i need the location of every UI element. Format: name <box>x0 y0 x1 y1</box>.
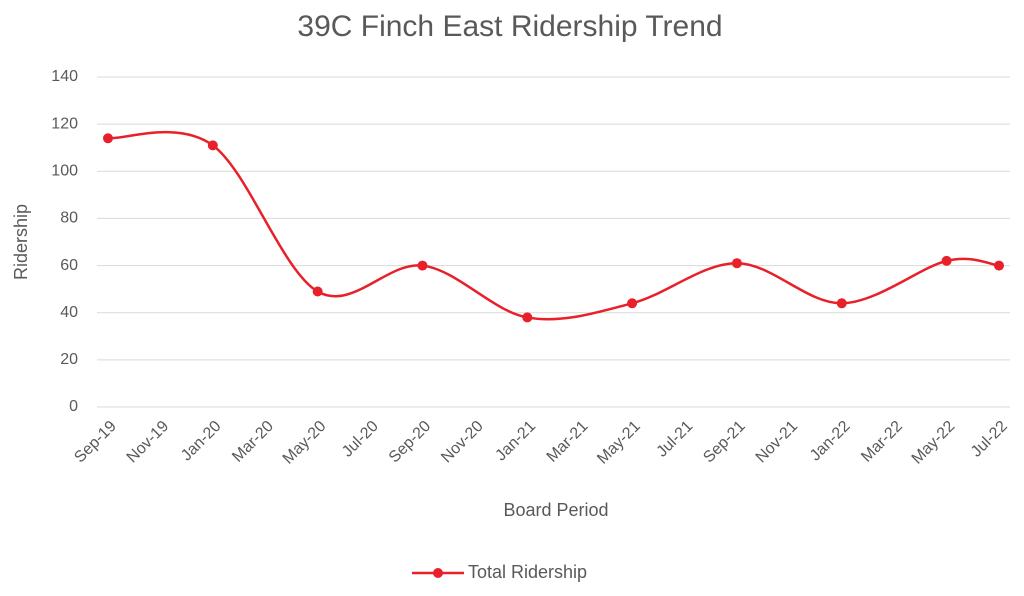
x-tick-label: Jul-22 <box>968 418 1011 461</box>
x-axis-title: Board Period <box>503 500 608 520</box>
x-tick-label: Jan-21 <box>492 418 539 465</box>
data-point <box>312 286 323 297</box>
data-point <box>103 133 113 144</box>
x-tick-label: Mar-21 <box>544 418 592 466</box>
x-tick-label: Mar-20 <box>229 418 277 466</box>
y-tick-label: 0 <box>69 398 78 415</box>
data-point <box>417 260 428 271</box>
y-tick-label: 120 <box>51 115 78 132</box>
x-tick-label: Nov-20 <box>438 418 487 467</box>
x-tick-label: Mar-22 <box>858 418 906 466</box>
x-tick-label: Jul-20 <box>339 418 382 461</box>
data-point <box>836 298 847 309</box>
y-tick-label: 80 <box>60 210 78 227</box>
x-tick-label: Jan-20 <box>178 418 225 465</box>
x-tick-label: Sep-19 <box>71 418 120 467</box>
y-tick-label: 60 <box>60 257 78 274</box>
x-tick-label: Nov-21 <box>753 418 802 467</box>
y-tick-label: 20 <box>60 351 78 368</box>
data-point <box>731 258 742 269</box>
x-tick-label: May-21 <box>594 418 644 468</box>
data-point <box>207 140 218 151</box>
data-point <box>522 312 533 323</box>
x-tick-label: Jul-21 <box>654 418 697 461</box>
x-tick-label: Sep-21 <box>700 418 749 467</box>
data-point <box>941 255 952 266</box>
x-tick-label: Jan-22 <box>807 418 854 465</box>
y-tick-label: 140 <box>51 68 78 85</box>
x-tick-label: May-22 <box>909 418 959 468</box>
x-tick-label: Sep-20 <box>386 418 435 467</box>
y-tick-label: 100 <box>51 163 78 180</box>
series-line <box>107 130 1000 321</box>
x-tick-label: May-20 <box>280 418 330 468</box>
data-point <box>627 298 638 309</box>
data-point <box>994 260 1004 271</box>
chart-title: 39C Finch East Ridership Trend <box>297 10 722 43</box>
x-tick-label: Nov-19 <box>124 418 173 467</box>
y-tick-label: 40 <box>60 304 78 321</box>
y-axis-title: Ridership <box>11 204 31 280</box>
legend-label: Total Ridership <box>468 562 587 582</box>
legend-marker <box>433 568 443 578</box>
